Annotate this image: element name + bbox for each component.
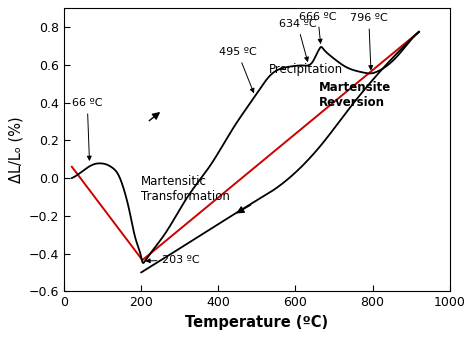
Text: 666 ºC: 666 ºC (299, 11, 337, 43)
Text: 203 ºC: 203 ºC (146, 255, 200, 265)
X-axis label: Temperature (ºC): Temperature (ºC) (185, 315, 328, 330)
Text: Precipitation: Precipitation (268, 63, 343, 76)
Text: 495 ºC: 495 ºC (219, 47, 256, 93)
Text: Martensitic
Transformation: Martensitic Transformation (141, 175, 230, 203)
Text: 796 ºC: 796 ºC (350, 14, 388, 70)
Text: 634 ºC: 634 ºC (279, 19, 316, 61)
Text: Martensite
Reversion: Martensite Reversion (319, 81, 391, 109)
Y-axis label: ΔL/Lₒ (%): ΔL/Lₒ (%) (9, 117, 23, 183)
Text: 66 ºC: 66 ºC (72, 98, 102, 160)
